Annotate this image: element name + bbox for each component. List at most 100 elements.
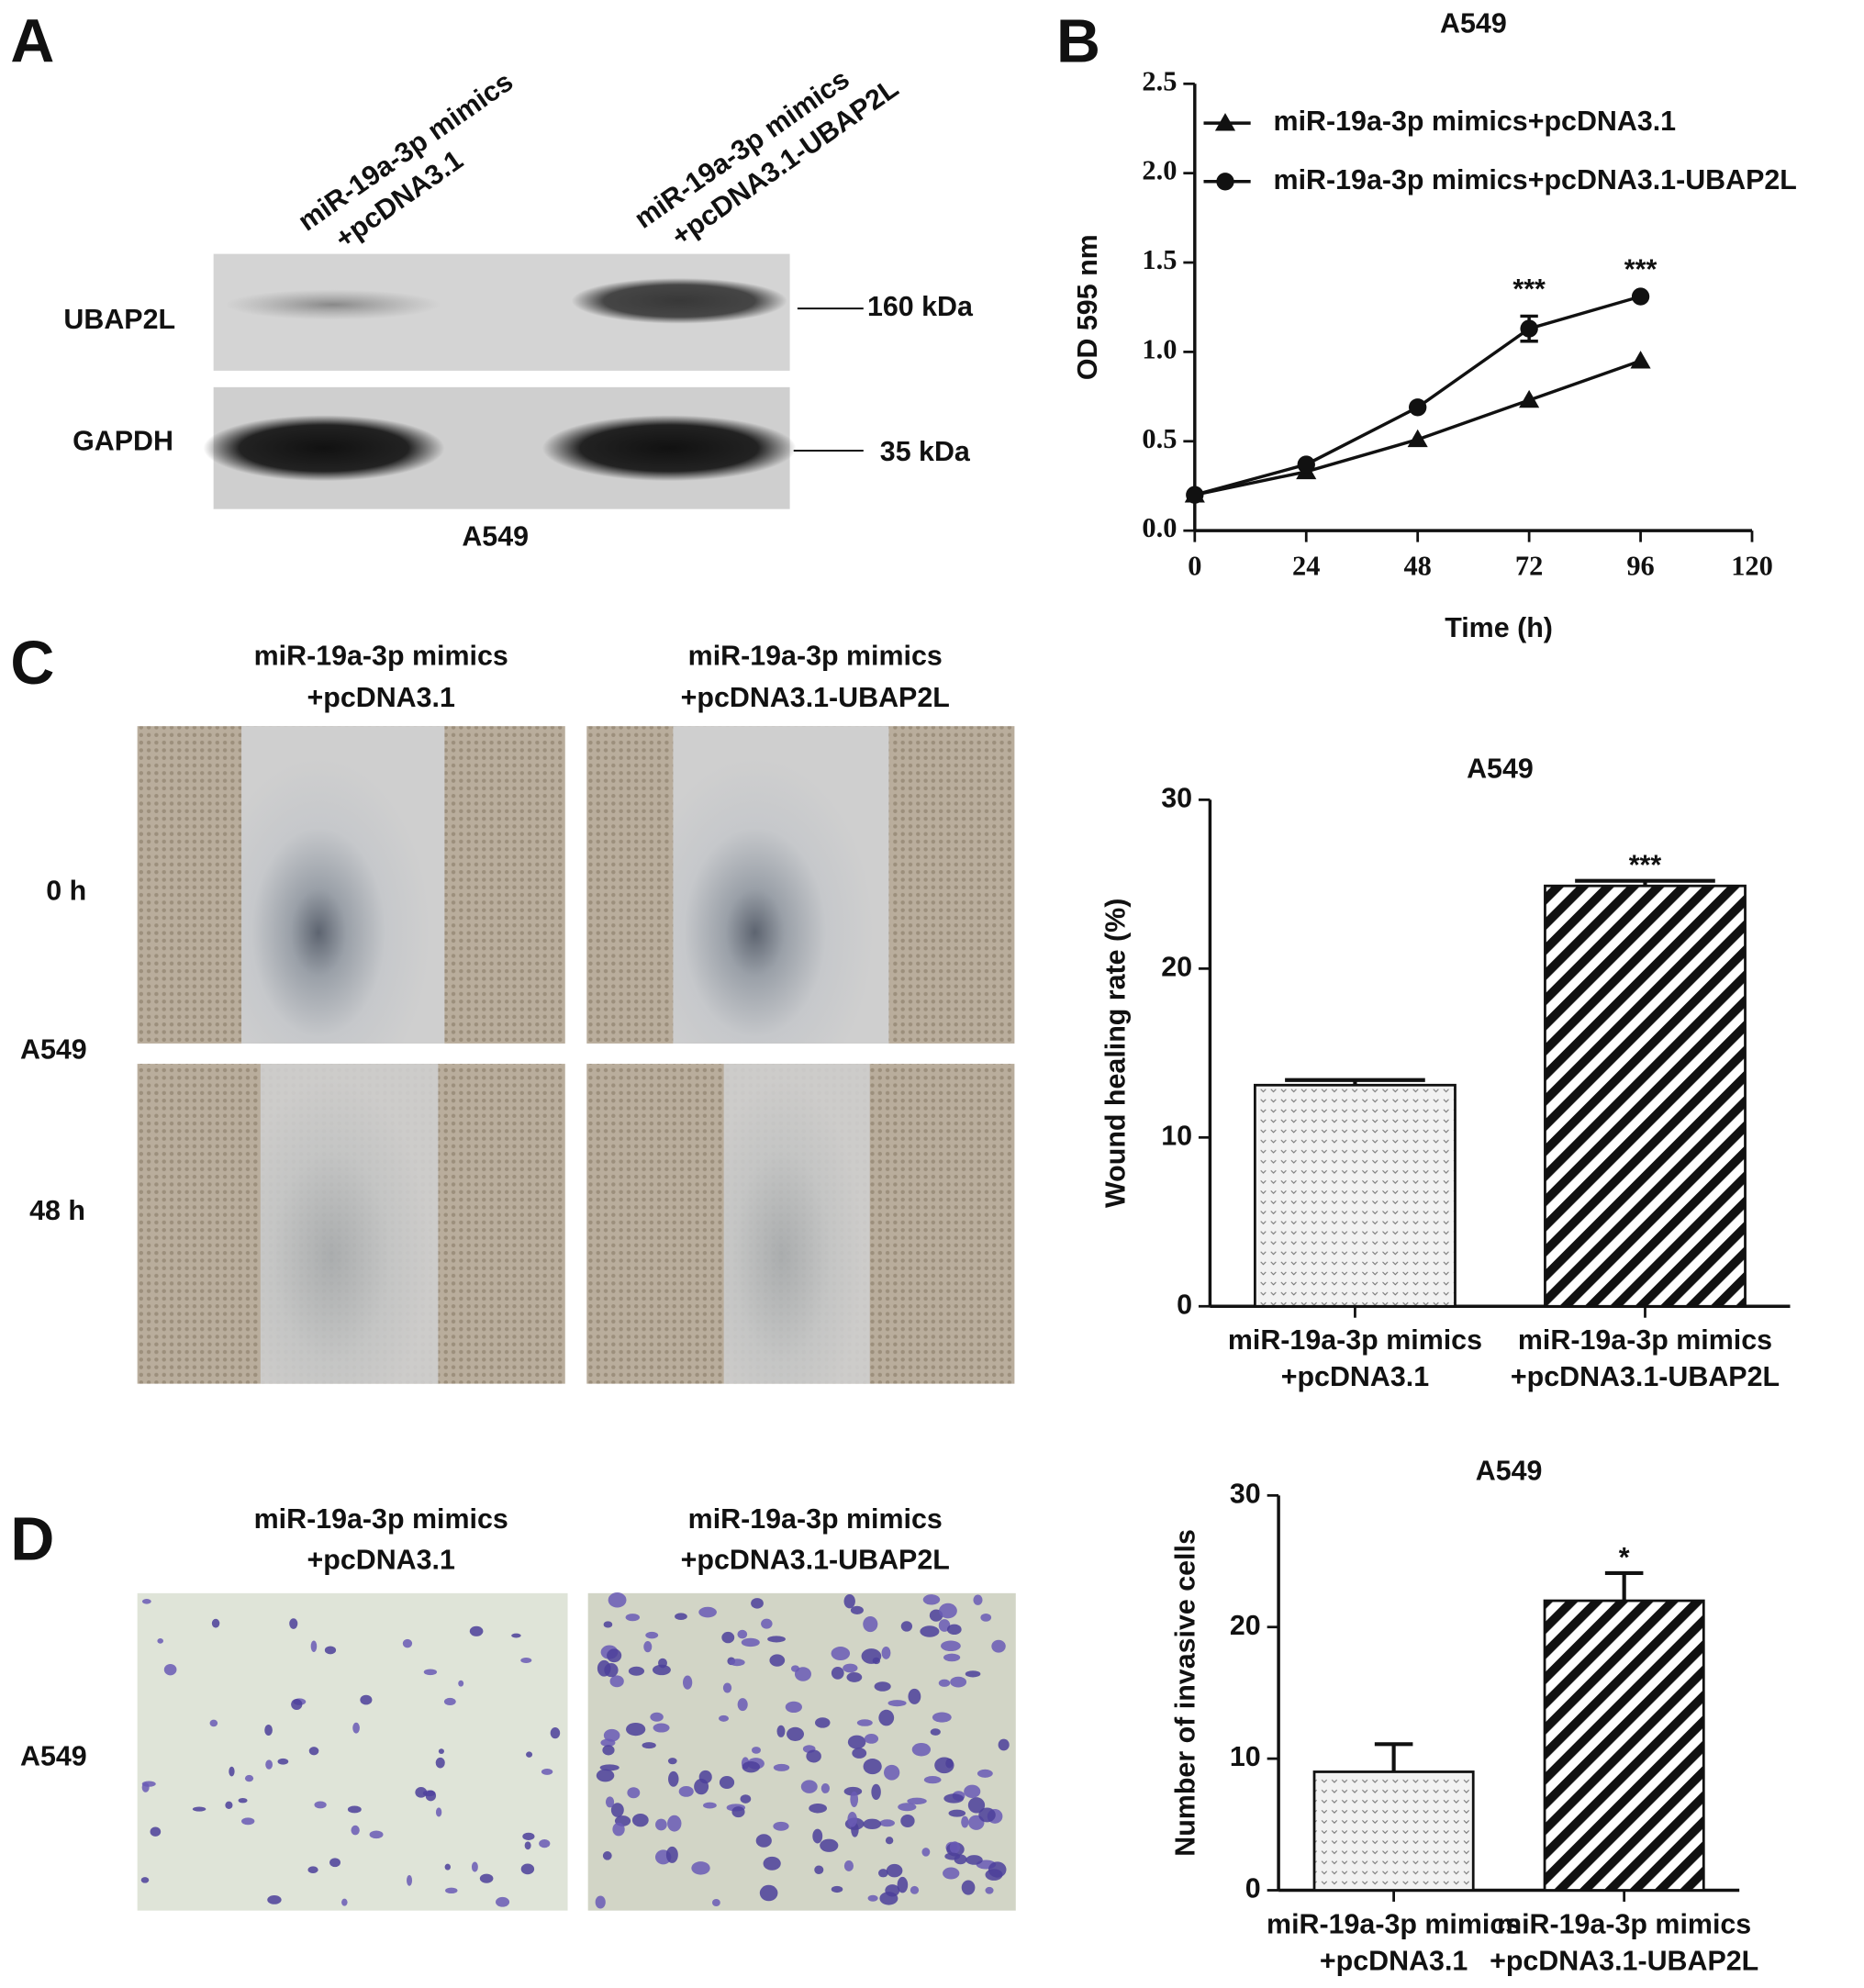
point: [1630, 351, 1651, 369]
y-tick-label: 2.5: [1142, 65, 1177, 96]
cell: [877, 1869, 888, 1878]
cell: [711, 1898, 720, 1907]
cell: [831, 1647, 851, 1661]
cell: [668, 1770, 679, 1787]
cell: [887, 1700, 907, 1707]
cell: [737, 1629, 748, 1639]
cell: [402, 1638, 413, 1648]
cell: [163, 1663, 177, 1676]
cell: [520, 1658, 532, 1663]
cell: [423, 1669, 438, 1676]
column-label: +pcDNA3.1: [307, 682, 455, 713]
point: [1214, 113, 1236, 131]
cell: [769, 1654, 786, 1667]
column-label: miR-19a-3p mimics: [688, 640, 943, 671]
cell: [967, 1797, 986, 1814]
cell: [655, 1818, 667, 1831]
y-tick-label: 30: [1161, 782, 1192, 813]
cell: [943, 1867, 960, 1880]
cell: [524, 1841, 531, 1850]
cell: [610, 1803, 624, 1817]
x-tick-label: 0: [1188, 551, 1201, 582]
legend-label: miR-19a-3p mimics+pcDNA3.1-UBAP2L: [1274, 164, 1797, 195]
cell: [898, 1803, 917, 1812]
cell: [850, 1605, 864, 1615]
chart-title: A549: [1467, 754, 1534, 785]
column-label: +pcDNA3.1-UBAP2L: [681, 682, 950, 713]
cell: [964, 1784, 981, 1799]
cell: [471, 1861, 478, 1872]
cell: [308, 1747, 319, 1756]
cell: [867, 1894, 878, 1902]
cell: [602, 1851, 612, 1860]
cell: [938, 1679, 951, 1687]
cell: [595, 1895, 606, 1909]
column-label: miR-19a-3p mimics: [254, 1503, 508, 1535]
x-axis-label: Time (h): [1445, 612, 1553, 643]
cell: [608, 1592, 627, 1608]
cell: [225, 1801, 233, 1809]
cell: [731, 1806, 745, 1818]
cell: [652, 1664, 671, 1676]
cell: [900, 1621, 913, 1632]
cell: [703, 1802, 717, 1809]
cell: [150, 1826, 162, 1837]
cell: [310, 1640, 318, 1653]
cell: [847, 1811, 857, 1827]
cell: [884, 1764, 900, 1781]
cell: [874, 1681, 891, 1692]
cell: [631, 1813, 649, 1827]
error-bar: [1374, 1742, 1413, 1772]
cell: [445, 1887, 458, 1894]
error-bar: [1604, 1570, 1644, 1602]
cell: [800, 1780, 818, 1793]
cell: [939, 1603, 957, 1619]
cell: [458, 1680, 464, 1687]
bar: [1312, 1770, 1475, 1892]
column-label: miR-19a-3p mimics: [688, 1503, 943, 1535]
cell: [879, 1892, 899, 1905]
cell: [407, 1874, 413, 1886]
cell: [740, 1794, 752, 1804]
cell: [985, 1869, 1003, 1881]
cell: [977, 1769, 993, 1778]
cell: [932, 1712, 952, 1723]
cell: [879, 1819, 895, 1827]
cell: [908, 1688, 921, 1704]
x-tick-label: +pcDNA3.1: [1320, 1945, 1468, 1976]
cell: [864, 1734, 879, 1744]
row-label: UBAP2L: [63, 304, 175, 335]
point: [1297, 455, 1315, 474]
row-label: GAPDH: [73, 426, 173, 457]
cell: [307, 1866, 318, 1873]
x-tick-label: +pcDNA3.1-UBAP2L: [1490, 1945, 1758, 1976]
cell: [352, 1722, 360, 1734]
cell: [794, 1667, 811, 1681]
cell: [678, 1786, 694, 1797]
cell: [961, 1880, 976, 1895]
cell: [643, 1641, 653, 1653]
cell: [360, 1694, 373, 1705]
cell: [863, 1818, 882, 1830]
cell: [425, 1790, 437, 1802]
x-tick-label: +pcDNA3.1: [1281, 1361, 1429, 1392]
row-label: 0 h: [46, 875, 86, 906]
cell: [742, 1760, 760, 1773]
cell-line: A549: [20, 1033, 87, 1065]
cell: [435, 1807, 442, 1817]
point: [1186, 486, 1204, 504]
bar: [1544, 884, 1747, 1308]
x-tick-label: +pcDNA3.1-UBAP2L: [1511, 1361, 1780, 1392]
y-tick-label: 10: [1230, 1741, 1261, 1772]
cell: [737, 1698, 748, 1712]
cell: [722, 1682, 732, 1693]
cell: [843, 1860, 854, 1871]
cell: [820, 1838, 839, 1852]
size-label: 35 kDa: [880, 436, 971, 467]
cell: [741, 1637, 760, 1647]
cell: [526, 1751, 533, 1758]
cell: [943, 1653, 961, 1662]
cell: [603, 1728, 620, 1742]
cell: [653, 1723, 670, 1733]
cell: [948, 1809, 966, 1817]
